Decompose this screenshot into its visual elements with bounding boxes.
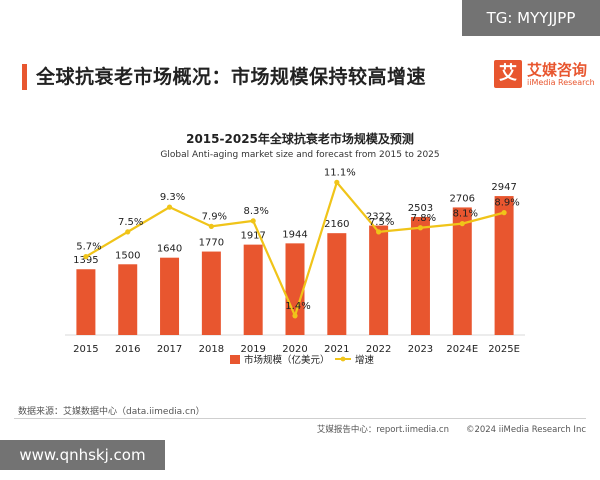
growth-label-2023: 7.8% xyxy=(411,213,436,224)
growth-label-2019: 8.3% xyxy=(243,206,268,217)
growth-point-2022 xyxy=(376,229,382,235)
bar-2023 xyxy=(410,217,430,335)
bar-2015 xyxy=(76,269,96,335)
x-tick-2023: 2023 xyxy=(408,344,433,355)
footer-credits: 艾媒报告中心：report.iimedia.cn ©2024 iiMedia R… xyxy=(316,425,586,435)
growth-point-2021 xyxy=(334,179,340,185)
bar-2020 xyxy=(285,243,305,335)
growth-point-2016 xyxy=(125,229,131,235)
bar-label-2025E: 2947 xyxy=(491,182,516,193)
bar-label-2024E: 2706 xyxy=(450,193,475,204)
data-source: 数据来源：艾媒数据中心（data.iimedia.cn） xyxy=(18,407,205,417)
growth-point-2024E xyxy=(459,221,465,227)
x-tick-2021: 2021 xyxy=(324,344,349,355)
legend-label-bars: 市场规模（亿美元） xyxy=(244,354,330,366)
x-tick-2024E: 2024E xyxy=(446,344,478,355)
bar-2018 xyxy=(201,251,221,335)
page-title: 全球抗衰老市场概况：市场规模保持较高增速 xyxy=(36,66,427,88)
bar-label-2015: 1395 xyxy=(73,255,98,266)
x-tick-2018: 2018 xyxy=(199,344,224,355)
x-tick-2022: 2022 xyxy=(366,344,391,355)
x-tick-2025E: 2025E xyxy=(488,344,520,355)
x-tick-2017: 2017 xyxy=(157,344,182,355)
legend-swatch-bars xyxy=(230,355,240,364)
brand-name-en: iiMedia Research xyxy=(527,78,595,87)
watermark-top-right: TG: MYYJJPP xyxy=(462,0,600,36)
growth-label-2024E: 8.1% xyxy=(453,209,478,220)
growth-label-2018: 7.9% xyxy=(202,211,227,222)
legend-label-line: 增速 xyxy=(355,354,375,366)
bar-2016 xyxy=(118,264,138,335)
bar-2017 xyxy=(160,257,180,335)
bar-label-2018: 1770 xyxy=(199,238,224,249)
legend-swatch-line-dot xyxy=(340,356,346,362)
bar-2025E xyxy=(494,196,514,335)
bar-label-2020: 1944 xyxy=(282,229,307,240)
bar-2019 xyxy=(243,244,263,335)
growth-point-2025E xyxy=(501,210,507,216)
growth-point-2015 xyxy=(83,254,89,260)
growth-label-2020: 1.4% xyxy=(285,301,310,312)
growth-label-2022: 7.5% xyxy=(369,217,394,228)
chart-subtitle: Global Anti-aging market size and foreca… xyxy=(160,150,440,160)
growth-point-2018 xyxy=(208,223,214,229)
bar-label-2022: 2322 xyxy=(366,212,391,223)
bar-label-2023: 2503 xyxy=(408,203,433,214)
bar-label-2019: 1917 xyxy=(240,231,265,242)
growth-label-2025E: 8.9% xyxy=(494,198,519,209)
brand-mark-icon: 艾 xyxy=(494,60,522,88)
chart-canvas: 1395 2015 1500 2016 1640 2017 1770 2018 1917 2019… xyxy=(65,167,525,366)
growth-point-2020 xyxy=(292,313,298,319)
growth-point-2023 xyxy=(417,225,424,231)
growth-label-2021: 11.1% xyxy=(324,167,356,178)
x-tick-2019: 2019 xyxy=(240,344,265,355)
bar-label-2017: 1640 xyxy=(157,244,182,255)
growth-point-2017 xyxy=(166,204,173,210)
chart-title: 2015-2025年全球抗衰老市场规模及预测 xyxy=(186,132,414,146)
title-accent-bar xyxy=(22,64,27,90)
growth-label-2017: 9.3% xyxy=(160,192,185,203)
growth-label-2015: 5.7% xyxy=(76,242,101,253)
x-tick-2020: 2020 xyxy=(282,344,307,355)
bar-2022 xyxy=(369,225,389,335)
bar-label-2016: 1500 xyxy=(115,250,140,261)
bar-label-2021: 2160 xyxy=(324,219,349,230)
growth-point-2019 xyxy=(250,218,256,224)
footer-divider xyxy=(14,418,586,419)
brand-logo: 艾 艾媒咨询 iiMedia Research xyxy=(494,60,595,94)
bar-2021 xyxy=(327,233,347,335)
bar-2024E xyxy=(452,207,472,335)
x-tick-2016: 2016 xyxy=(115,344,140,355)
x-tick-2015: 2015 xyxy=(73,344,98,355)
growth-label-2016: 7.5% xyxy=(118,217,143,228)
brand-name-cn: 艾媒咨询 xyxy=(527,61,588,79)
watermark-bottom-left: www.qnhskj.com xyxy=(0,440,165,470)
